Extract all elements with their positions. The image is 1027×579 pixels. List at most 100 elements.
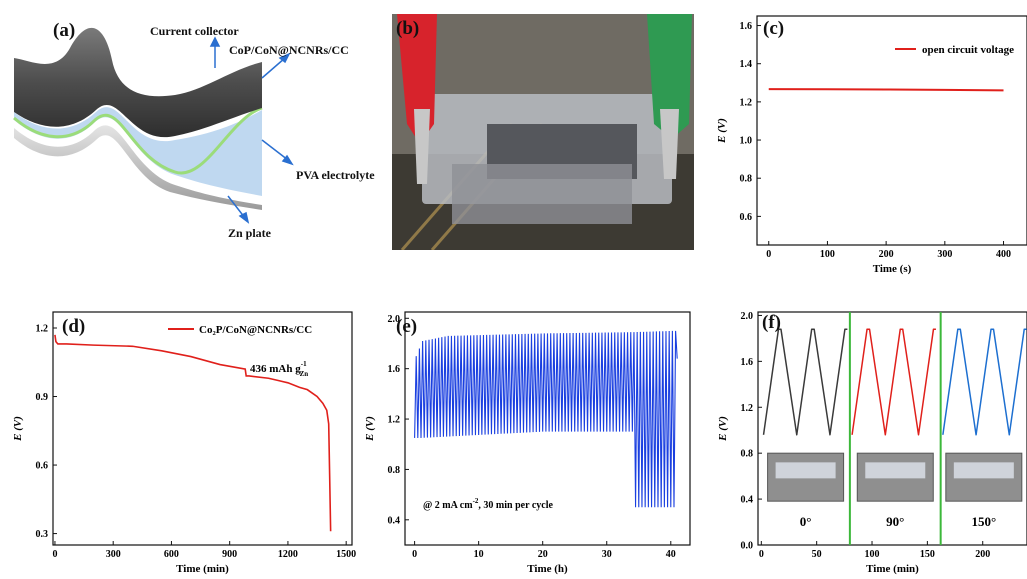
y-axis-label: E (V) — [12, 416, 24, 442]
panel-f: 0 50 100 150 200 0.0 0.4 0.8 1.2 1.6 2.0 Time (min)… — [700, 300, 1027, 579]
angle-label-0: 0° — [800, 514, 812, 529]
annotation-sup: -2 — [473, 497, 479, 505]
y-tick-label: 0.3 — [36, 529, 49, 540]
series-line-open-circuit-voltage — [768, 88, 1004, 92]
panel-label-c: (c) — [763, 18, 785, 39]
y-tick-label: 0.8 — [388, 465, 401, 476]
bending-device-2 — [953, 462, 1014, 479]
y-tick-label: 0.8 — [741, 449, 754, 460]
x-tick-label: 1500 — [336, 549, 356, 560]
y-tick-label: 1.2 — [741, 403, 754, 414]
plot-frame — [756, 15, 1027, 246]
plot-frame — [52, 311, 353, 546]
capacity-annotation: 436 mAh g-1 Zn — [250, 360, 308, 378]
series-line-cycling — [414, 330, 678, 508]
x-tick-label: 40 — [666, 549, 676, 560]
y-tick-label: 1.6 — [740, 21, 753, 32]
y-tick-label: 1.2 — [36, 323, 49, 334]
series-line-1 — [851, 328, 936, 436]
x-tick-label: 150 — [920, 549, 935, 560]
y-axis-label: E (V) — [364, 416, 376, 442]
plot-frame — [404, 311, 691, 546]
y-tick-label: 1.2 — [740, 97, 753, 108]
current-collector-layer — [14, 27, 262, 138]
bending-device-1 — [865, 462, 926, 479]
x-tick-label: 900 — [222, 549, 237, 560]
x-tick-label: 0 — [412, 549, 417, 560]
x-tick-label: 300 — [937, 249, 952, 260]
x-tick-label: 1200 — [278, 549, 298, 560]
x-tick-label: 10 — [474, 549, 484, 560]
photo-illustration — [392, 14, 694, 250]
x-tick-label: 200 — [879, 249, 894, 260]
panel-label-e: (e) — [396, 316, 418, 337]
series-line-co2p — [54, 334, 332, 532]
x-tick-label: 30 — [602, 549, 612, 560]
y-tick-label: 2.0 — [388, 314, 401, 325]
panel-label-f: (f) — [762, 312, 781, 333]
annotation-sup: -1 — [301, 360, 307, 368]
x-tick-label: 0 — [52, 549, 57, 560]
angle-label-2: 150° — [971, 514, 996, 529]
y-tick-label: 0.9 — [36, 392, 49, 403]
panel-c: 0 100 200 300 400 0.6 0.8 1.0 1.2 1.4 1.6 Time (s) E… — [700, 0, 1027, 290]
x-tick-label: 0 — [759, 549, 764, 560]
panel-label-d: (d) — [62, 316, 86, 337]
battery-schematic — [13, 27, 294, 224]
panel-label-a: (a) — [53, 20, 76, 41]
x-tick-label: 100 — [865, 549, 880, 560]
chart-e: 0 10 20 30 40 0.4 0.8 1.2 1.6 2.0 Time (h) E (V) @ 2… — [364, 311, 691, 575]
label-cathode: CoP/CoN@NCNRs/CC — [229, 43, 349, 57]
legend-label: Co₂P/CoN@NCNRs/CC — [199, 324, 312, 336]
chart-c: 0 100 200 300 400 0.6 0.8 1.0 1.2 1.4 1.6 Time (s) E… — [716, 15, 1027, 275]
y-tick-label: 0.4 — [741, 495, 754, 506]
annotation-tail: , 30 min per cycle — [478, 500, 553, 511]
x-tick-label: 400 — [996, 249, 1011, 260]
y-tick-label: 0.6 — [740, 212, 753, 223]
y-tick-label: 1.0 — [740, 136, 753, 147]
cathode-interface — [13, 106, 263, 175]
y-tick-label: 1.6 — [388, 364, 401, 375]
y-axis-label: E (V) — [717, 416, 729, 442]
x-tick-label: 20 — [538, 549, 548, 560]
plot-frame — [757, 311, 1027, 546]
y-tick-label: 0.4 — [388, 515, 401, 526]
y-tick-label: 0.8 — [740, 174, 753, 185]
panel-d: 0 300 600 900 1200 1500 0.3 0.6 0.9 1.2 Time (min)… — [0, 300, 360, 579]
panel-a: (a) Current collector CoP/CoN@NCNRs/CC P… — [0, 0, 385, 260]
electrolyte-layer — [14, 107, 262, 196]
x-tick-label: 100 — [820, 249, 835, 260]
x-tick-label: 0 — [766, 249, 771, 260]
label-arrows — [209, 36, 294, 224]
bending-device-0 — [775, 462, 836, 479]
angle-label-1: 90° — [886, 514, 904, 529]
series-line-2 — [942, 328, 1027, 436]
label-zn-plate: Zn plate — [228, 226, 272, 240]
y-tick-label: 2.0 — [741, 311, 754, 322]
chart-d: 0 300 600 900 1200 1500 0.3 0.6 0.9 1.2 Time (min)… — [12, 311, 356, 575]
y-tick-label: 0.0 — [741, 541, 754, 552]
x-axis-label: Time (min) — [866, 563, 919, 575]
panel-label-b: (b) — [396, 18, 420, 39]
x-axis-label: Time (min) — [176, 563, 229, 575]
series-line-0 — [762, 328, 848, 436]
panel-e: 0 10 20 30 40 0.4 0.8 1.2 1.6 2.0 Time (h) E (V) @ 2… — [360, 300, 700, 579]
y-axis-label: E (V) — [716, 118, 728, 144]
y-tick-label: 1.2 — [388, 415, 401, 426]
x-axis-label: Time (h) — [527, 563, 568, 575]
x-tick-label: 600 — [164, 549, 179, 560]
x-tick-label: 200 — [975, 549, 990, 560]
x-tick-label: 50 — [812, 549, 822, 560]
y-tick-label: 1.4 — [740, 59, 753, 70]
legend-label: open circuit voltage — [922, 44, 1014, 56]
chart-f: 0 50 100 150 200 0.0 0.4 0.8 1.2 1.6 2.0 Time (min)… — [717, 311, 1027, 575]
x-tick-label: 300 — [106, 549, 121, 560]
condition-annotation: @ 2 mA cm-2, 30 min per cycle — [423, 497, 554, 511]
zn-plate-layer — [14, 125, 262, 210]
label-electrolyte: PVA electrolyte — [296, 168, 375, 182]
y-tick-label: 0.6 — [36, 461, 49, 472]
battery-photo: (b) — [392, 14, 694, 250]
label-current-collector: Current collector — [150, 24, 239, 38]
annotation-sub: Zn — [300, 370, 309, 378]
x-axis-label: Time (s) — [873, 263, 912, 275]
